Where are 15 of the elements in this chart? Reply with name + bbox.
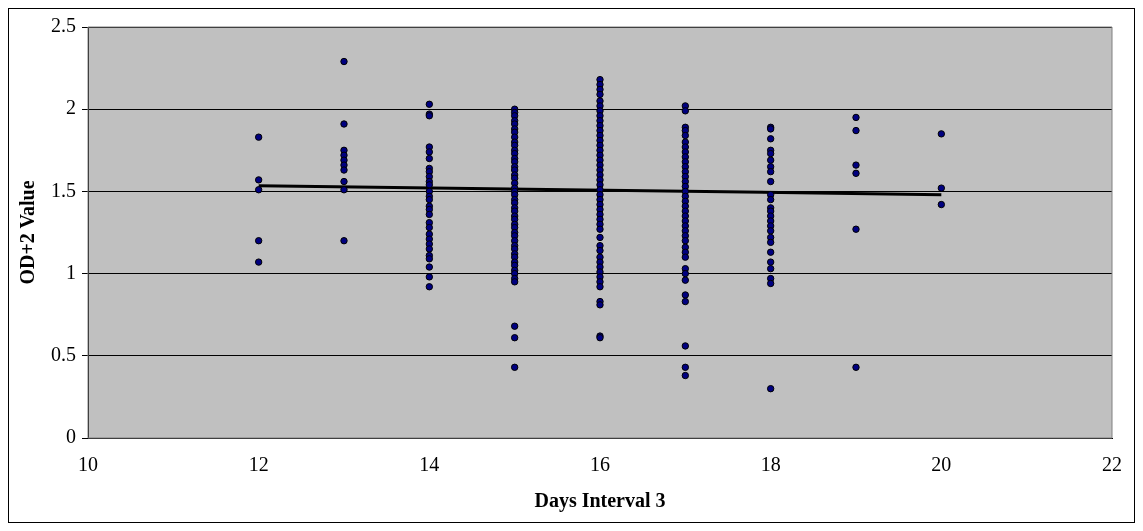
x-tick-label: 14: [419, 453, 440, 476]
x-tick-label: 12: [248, 453, 269, 476]
x-tick-label: 22: [1102, 453, 1122, 476]
x-axis-title: Days Interval 3: [534, 489, 666, 513]
y-tick-label: 0.5: [51, 343, 76, 366]
y-tick-label: 1.5: [51, 178, 76, 201]
x-tick-label: 20: [931, 453, 952, 476]
y-tick-label: 1: [66, 260, 76, 283]
x-tick-label: 16: [590, 453, 610, 476]
y-tick-label: 2: [66, 96, 76, 119]
x-tick-label: 10: [78, 453, 98, 476]
y-axis-title: OD+2 Value: [16, 180, 39, 285]
y-tick-label: 0: [66, 425, 76, 448]
y-tick-label: 2.5: [51, 14, 76, 37]
x-tick-label: 18: [760, 453, 781, 476]
